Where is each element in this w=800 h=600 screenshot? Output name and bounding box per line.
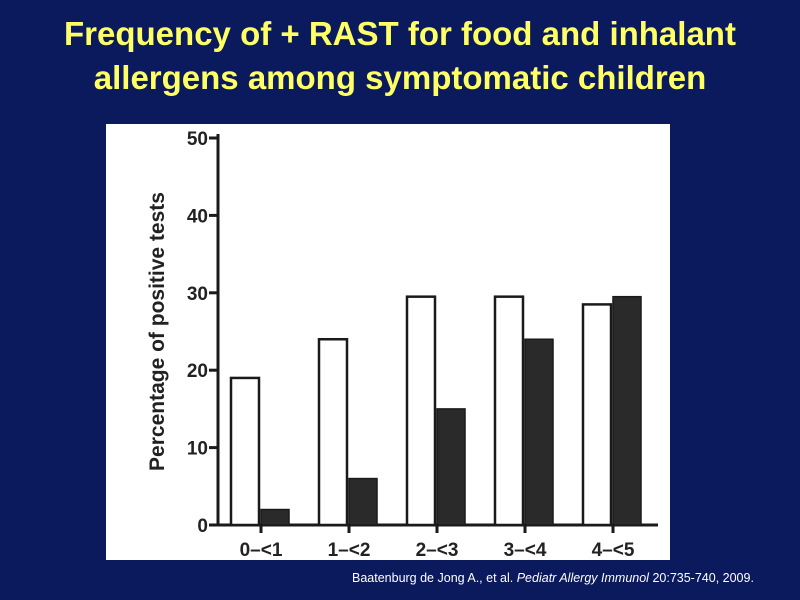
y-axis-label: Percentage of positive tests — [146, 192, 169, 471]
chart-panel: Percentage of positive tests 0 10 20 30 40 50… — [106, 124, 670, 560]
y-tick-label-20: 20 — [187, 361, 208, 382]
slide-title: Frequency of + RAST for food and inhalan… — [0, 12, 800, 100]
citation: Baatenburg de Jong A., et al. Pediatr Al… — [352, 571, 754, 585]
citation-details: 20:735-740, 2009. — [652, 571, 754, 585]
x-tick-label-4: 4–<5 — [592, 540, 635, 560]
bar-open-3 — [493, 295, 525, 527]
citation-journal: Pediatr Allergy Immunol — [516, 571, 649, 585]
bar-open-4 — [581, 303, 613, 527]
y-tick-label-50: 50 — [187, 129, 208, 150]
x-tick-label-2: 2–<3 — [416, 540, 459, 560]
slide-title-line-2: allergens among symptomatic children — [93, 59, 707, 96]
y-tick-label-30: 30 — [187, 284, 208, 305]
bar-chart: Percentage of positive tests 0 10 20 30 40 50… — [146, 129, 658, 560]
bar-filled-4 — [612, 295, 642, 526]
bar-open-1 — [317, 337, 349, 527]
bar-open-2 — [405, 295, 437, 527]
x-tick-label-0: 0–<1 — [240, 540, 283, 560]
bar-open-0 — [229, 376, 261, 527]
bar-filled-2 — [436, 408, 466, 526]
y-tick-label-40: 40 — [187, 206, 208, 227]
y-tick-label-10: 10 — [187, 439, 208, 460]
bar-filled-3 — [524, 338, 554, 526]
x-tick-label-3: 3–<4 — [504, 540, 547, 560]
bar-filled-0 — [260, 508, 290, 526]
y-tick-label-0: 0 — [197, 516, 208, 537]
slide-title-line-1: Frequency of + RAST for food and inhalan… — [64, 15, 736, 52]
bar-filled-1 — [348, 477, 378, 526]
citation-authors: Baatenburg de Jong A., et al. — [352, 571, 514, 585]
x-tick-label-1: 1–<2 — [328, 540, 371, 560]
